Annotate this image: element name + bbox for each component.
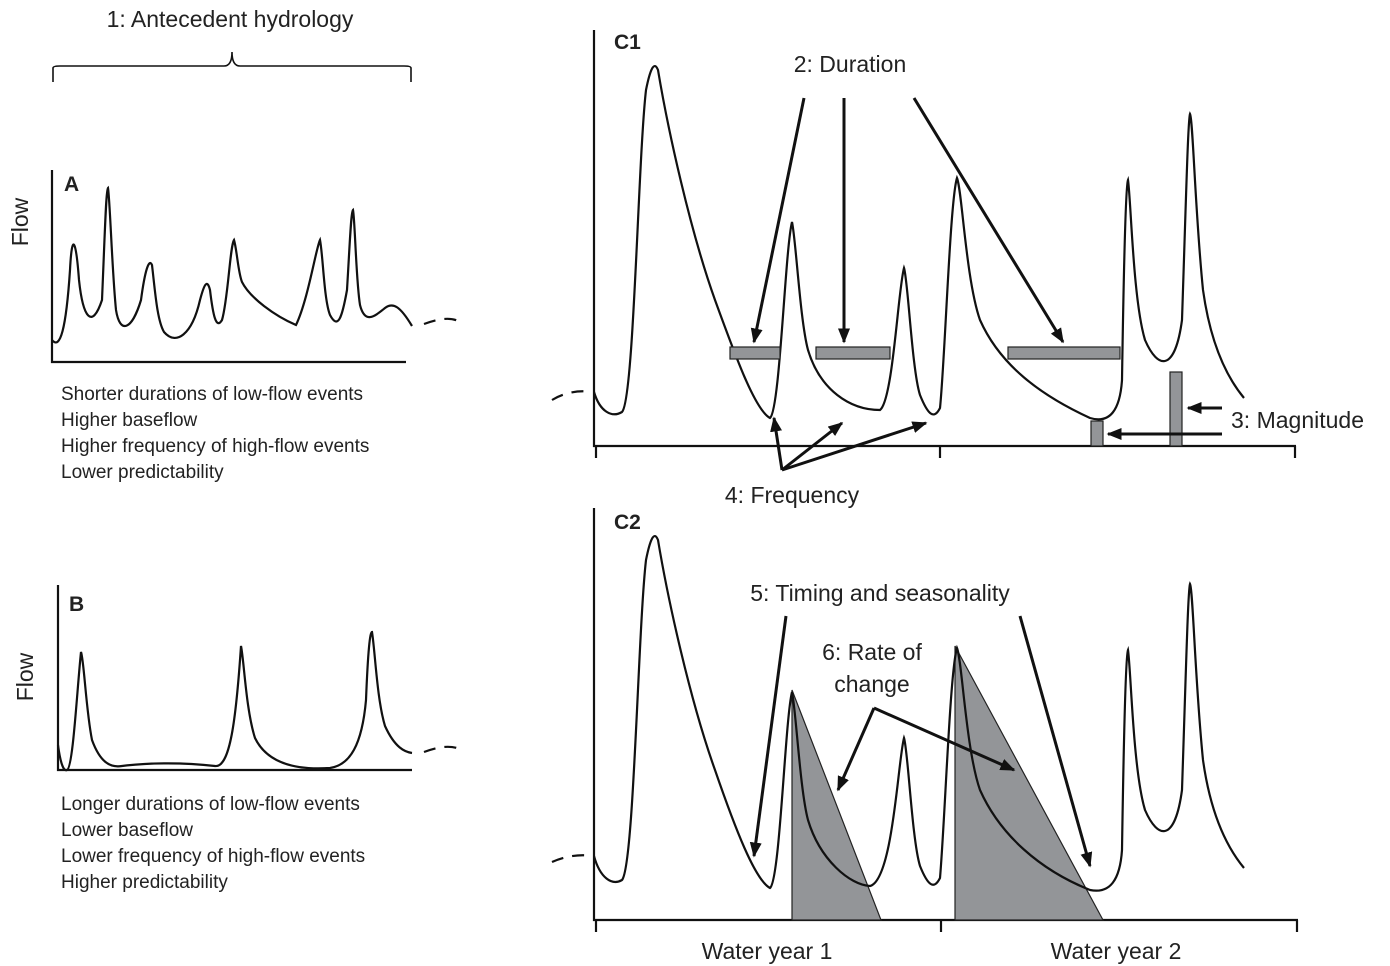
panel-b-desc-1: Longer durations of low-flow events [61, 794, 360, 815]
rate-triangle-1 [791, 689, 882, 921]
panel-b-axes [56, 585, 412, 772]
panel-c2-hydrograph [592, 534, 1245, 892]
frequency-label: 4: Frequency [725, 482, 860, 508]
panel-a-desc-2: Higher baseflow [61, 410, 198, 431]
panel-c1-label: C1 [614, 31, 641, 54]
duration-arrow-1 [750, 97, 806, 344]
panel-c2-continuation [551, 854, 593, 863]
antecedent-brace [52, 51, 412, 82]
duration-label: 2: Duration [794, 51, 907, 77]
panel-b-desc-2: Lower baseflow [61, 820, 193, 841]
rate-label-line1: 6: Rate of [822, 639, 922, 665]
panel-c2-axes [592, 508, 1298, 922]
frequency-arrow-1 [770, 416, 784, 471]
rate-arrow-2 [873, 706, 1016, 772]
panel-b-hydrograph [56, 630, 413, 772]
rate-triangle-2 [954, 645, 1105, 921]
flow-axis-label-b: Flow [12, 652, 38, 701]
panel-a-hydrograph [51, 185, 413, 344]
magnitude-bar-1 [1090, 420, 1104, 447]
water-year-2-label: Water year 2 [1051, 938, 1182, 964]
panel-a-desc-3: Higher frequency of high-flow events [61, 436, 369, 457]
panel-c2-label: C2 [614, 511, 641, 534]
rate-label-line2: change [834, 671, 909, 697]
panel-c1-continuation [551, 390, 593, 401]
panel-a-axes [50, 170, 406, 364]
panel-a-desc-4: Lower predictability [61, 462, 224, 483]
rate-arrow-1 [836, 707, 876, 792]
water-year-1-label: Water year 1 [702, 938, 833, 964]
magnitude-label: 3: Magnitude [1231, 407, 1364, 433]
timing-arrow-1 [749, 615, 788, 858]
panel-a-label: A [64, 173, 79, 196]
panel-a-continuation [423, 317, 461, 326]
frequency-arrow-2 [781, 421, 844, 472]
timing-label: 5: Timing and seasonality [750, 580, 1010, 606]
panel-c1-axes [592, 30, 1296, 448]
timing-arrow-2 [1018, 615, 1093, 868]
panel-c1-hydrograph [592, 64, 1245, 421]
antecedent-hydrology-label: 1: Antecedent hydrology [107, 6, 354, 32]
panel-a-desc-1: Shorter durations of low-flow events [61, 384, 363, 405]
panel-b-label: B [69, 593, 84, 616]
duration-bar-2 [815, 346, 891, 360]
frequency-arrow-3 [781, 421, 928, 472]
panel-b-continuation [423, 745, 463, 754]
duration-bar-3 [1007, 346, 1121, 360]
duration-bar-1 [729, 346, 781, 360]
flow-axis-label-a: Flow [7, 197, 33, 246]
panel-b-desc-4: Higher predictability [61, 872, 228, 893]
duration-arrow-3 [912, 97, 1065, 344]
panel-b-desc-3: Lower frequency of high-flow events [61, 846, 365, 867]
magnitude-bar-2 [1169, 371, 1183, 447]
